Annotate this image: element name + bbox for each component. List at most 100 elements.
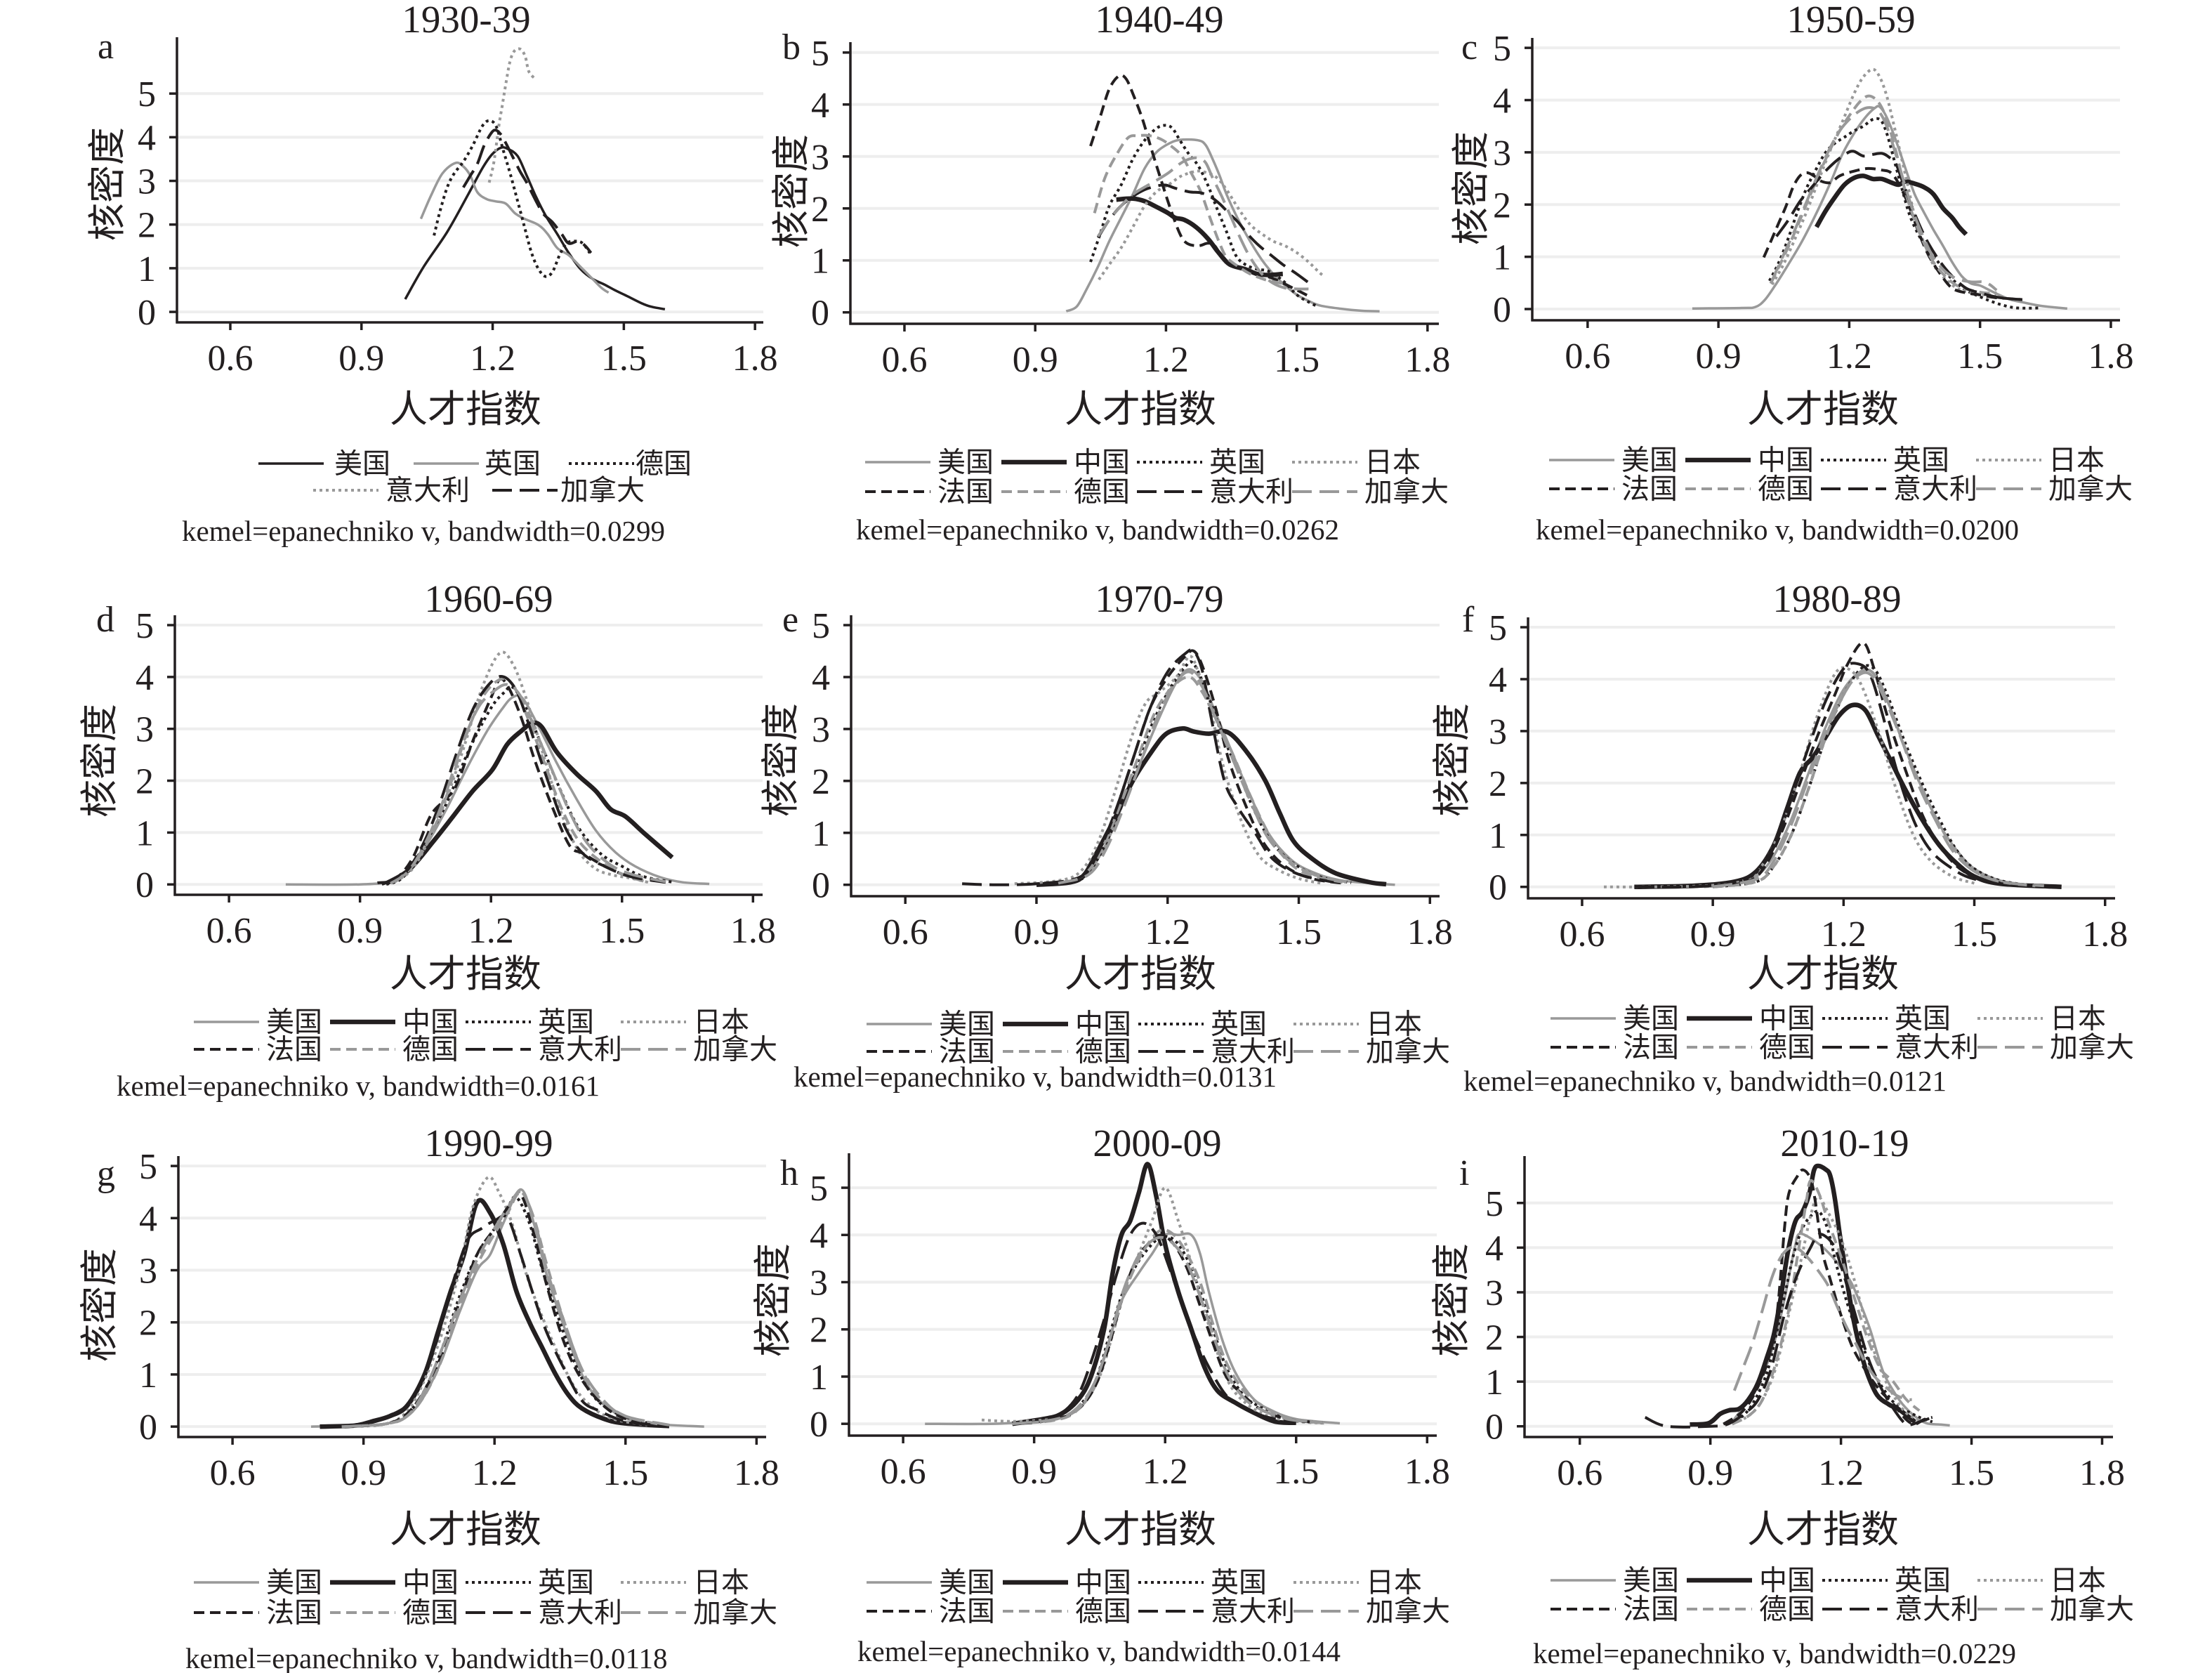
legend-item: 英国 <box>466 1567 594 1599</box>
y-axis-title: 核密度 <box>770 134 812 248</box>
legend-item: 法国 <box>1551 1594 1679 1625</box>
legend-label: 加拿大 <box>560 475 645 506</box>
legend-label: 英国 <box>538 1006 594 1038</box>
density-curve <box>1036 660 1352 886</box>
y-tick-label: 3 <box>1489 712 1507 752</box>
kernel-bandwidth-note: kemel=epanechniko v, bandwidth=0.0200 <box>1536 513 2019 546</box>
y-tick-label: 2 <box>1485 1318 1503 1358</box>
x-tick-label: 0.6 <box>206 911 252 951</box>
y-tick-label: 4 <box>139 1199 157 1239</box>
panel-label: f <box>1462 600 1475 640</box>
y-tick-label: 0 <box>136 865 154 905</box>
y-tick-label: 4 <box>136 658 154 698</box>
x-axis-title: 人才指数 <box>1747 388 1899 431</box>
legend-item: 日本 <box>1977 1565 2106 1596</box>
legend-label: 意大利 <box>1895 1594 1979 1625</box>
panel-title: 2010-19 <box>1780 1122 1909 1164</box>
legend-label: 美国 <box>939 1009 995 1040</box>
gridlines <box>177 92 763 314</box>
density-curve <box>1814 173 1968 236</box>
y-tick-label: 2 <box>1489 764 1507 804</box>
legend-item: 美国 <box>865 447 994 478</box>
legend-label: 法国 <box>266 1034 322 1065</box>
legend-item: 中国 <box>1001 447 1130 478</box>
legend-item: 美国 <box>258 448 390 480</box>
x-tick-label: 1.5 <box>1273 1452 1319 1492</box>
legend-label: 日本 <box>693 1006 749 1038</box>
x-tick-label: 1.5 <box>603 1453 648 1493</box>
panel-label: g <box>97 1154 115 1194</box>
legend-item: 法国 <box>865 476 994 508</box>
legend-label: 日本 <box>1364 447 1421 478</box>
y-tick-label: 1 <box>1485 1363 1503 1403</box>
gridlines <box>1532 46 2120 311</box>
x-tick-label: 0.9 <box>1687 1453 1733 1493</box>
legend-item: 加拿大 <box>621 1597 777 1629</box>
legend-label: 美国 <box>939 1567 995 1599</box>
x-tick-label: 1.8 <box>730 911 776 951</box>
legend-item: 加拿大 <box>1977 1594 2134 1625</box>
legend-item: 日本 <box>621 1006 749 1038</box>
x-tick-label: 0.9 <box>1013 912 1059 952</box>
y-axis-title: 核密度 <box>1431 703 1473 817</box>
x-axis-title: 人才指数 <box>1065 1509 1216 1551</box>
y-axis-title: 核密度 <box>1430 1243 1473 1357</box>
legend-item: 中国 <box>1003 1567 1131 1599</box>
legend-item: 法国 <box>1549 473 1678 505</box>
x-tick-label: 1.2 <box>1145 912 1190 952</box>
panel-title: 2000-09 <box>1093 1122 1221 1164</box>
legend-label: 加拿大 <box>1366 1036 1450 1068</box>
x-axis-title: 人才指数 <box>1065 953 1216 995</box>
x-tick-label: 1.5 <box>1957 336 2003 376</box>
legend-item: 日本 <box>1292 447 1421 478</box>
legend-item: 德国 <box>1003 1596 1131 1627</box>
y-tick-label: 2 <box>1493 185 1511 225</box>
legend-label: 意大利 <box>1893 473 1977 505</box>
legend-item: 法国 <box>1551 1032 1679 1063</box>
x-tick-label: 0.9 <box>1013 340 1058 380</box>
panel-label: e <box>782 600 798 640</box>
legend-label: 加拿大 <box>1366 1596 1450 1627</box>
y-tick-label: 0 <box>810 1405 828 1445</box>
legend-item: 加拿大 <box>492 475 645 506</box>
x-tick-label: 0.6 <box>881 1452 926 1492</box>
y-tick-label: 5 <box>810 1169 828 1209</box>
legend-item: 意大利 <box>1822 1594 1979 1625</box>
legend-item: 英国 <box>1822 1565 1951 1596</box>
density-curve <box>1690 1163 1917 1427</box>
x-tick-label: 1.2 <box>472 1453 518 1493</box>
x-tick-label: 1.2 <box>1818 1453 1864 1493</box>
legend-label: 意大利 <box>538 1034 622 1065</box>
y-tick-label: 0 <box>1485 1408 1503 1448</box>
y-tick-label: 5 <box>139 1147 157 1187</box>
density-curve <box>1712 641 2001 888</box>
y-tick-label: 4 <box>811 86 829 126</box>
legend-item: 中国 <box>330 1006 459 1038</box>
gridlines <box>1525 1201 2113 1428</box>
density-curve <box>1732 1245 1912 1402</box>
legend-item: 中国 <box>1685 445 1814 476</box>
legend-item: 中国 <box>1687 1003 1815 1035</box>
density-curve <box>1731 1179 1921 1426</box>
density-curve <box>1712 671 2044 888</box>
density-curve <box>1634 662 2018 889</box>
legend-item: 英国 <box>1137 447 1265 478</box>
density-curve <box>1644 1233 1933 1429</box>
y-tick-label: 5 <box>1493 29 1511 69</box>
legend-item: 英国 <box>414 448 541 480</box>
y-tick-label: 3 <box>811 138 829 178</box>
x-tick-label: 1.8 <box>2079 1453 2125 1493</box>
y-tick-label: 4 <box>1489 660 1507 700</box>
density-curve <box>1065 138 1380 313</box>
kernel-bandwidth-note: kemel=epanechniko v, bandwidth=0.0262 <box>856 513 1339 546</box>
legend-label: 中国 <box>1074 447 1130 478</box>
y-axis-title: 核密度 <box>752 1243 794 1357</box>
legend-label: 加拿大 <box>693 1597 777 1629</box>
y-tick-label: 5 <box>1489 608 1507 648</box>
